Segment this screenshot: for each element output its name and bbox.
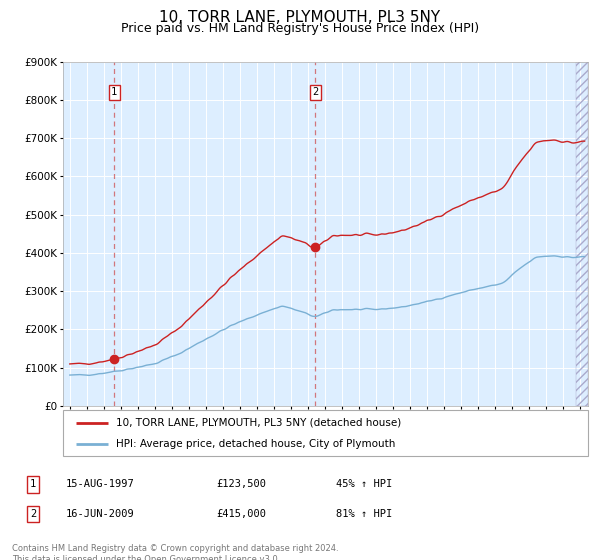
Text: 10, TORR LANE, PLYMOUTH, PL3 5NY: 10, TORR LANE, PLYMOUTH, PL3 5NY bbox=[160, 10, 440, 25]
Text: 45% ↑ HPI: 45% ↑ HPI bbox=[336, 479, 392, 489]
Text: 10, TORR LANE, PLYMOUTH, PL3 5NY (detached house): 10, TORR LANE, PLYMOUTH, PL3 5NY (detach… bbox=[115, 418, 401, 428]
Text: £415,000: £415,000 bbox=[216, 509, 266, 519]
Text: 1: 1 bbox=[111, 87, 118, 97]
Text: Contains HM Land Registry data © Crown copyright and database right 2024.
This d: Contains HM Land Registry data © Crown c… bbox=[12, 544, 338, 560]
Text: HPI: Average price, detached house, City of Plymouth: HPI: Average price, detached house, City… bbox=[115, 439, 395, 449]
Text: 1: 1 bbox=[30, 479, 36, 489]
Text: 16-JUN-2009: 16-JUN-2009 bbox=[66, 509, 135, 519]
Text: 15-AUG-1997: 15-AUG-1997 bbox=[66, 479, 135, 489]
Text: Price paid vs. HM Land Registry's House Price Index (HPI): Price paid vs. HM Land Registry's House … bbox=[121, 22, 479, 35]
Text: £123,500: £123,500 bbox=[216, 479, 266, 489]
Text: 2: 2 bbox=[313, 87, 319, 97]
Text: 2: 2 bbox=[30, 509, 36, 519]
Text: 81% ↑ HPI: 81% ↑ HPI bbox=[336, 509, 392, 519]
